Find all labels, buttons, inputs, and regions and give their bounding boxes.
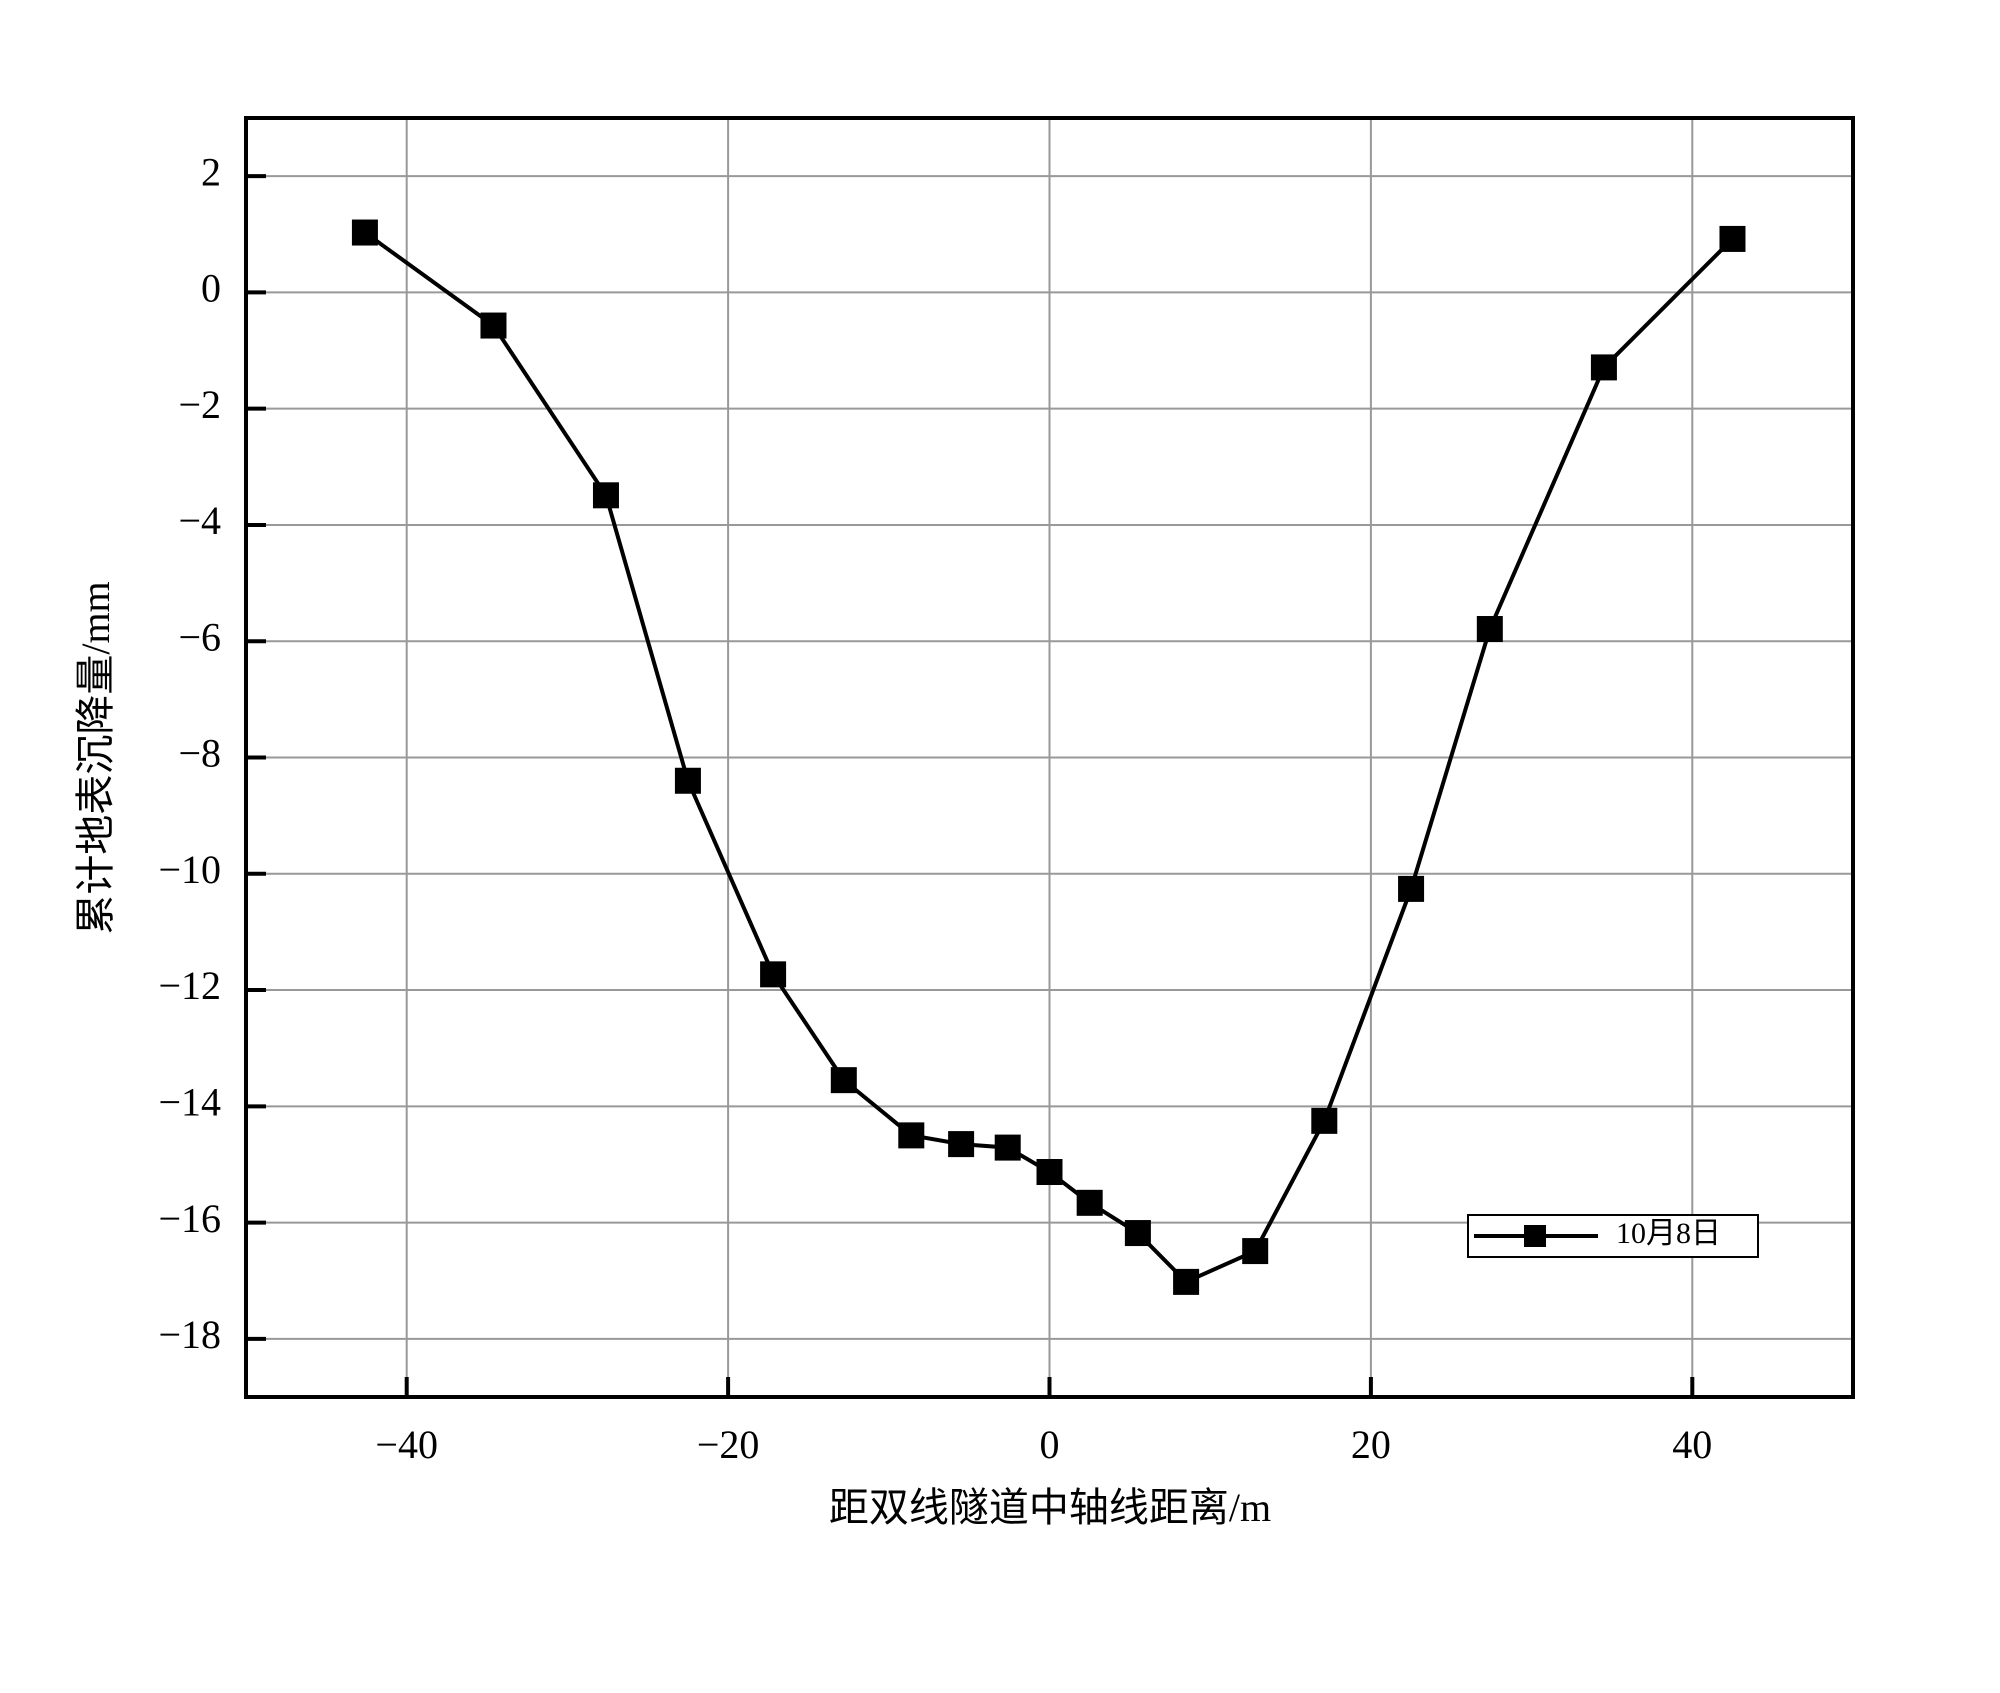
x-tick-label: −20: [697, 1422, 760, 1467]
data-point: [674, 767, 701, 794]
y-tick-label: −16: [158, 1196, 221, 1241]
data-point: [351, 219, 378, 246]
y-tick-label: −8: [178, 731, 221, 776]
x-tick-label: 20: [1351, 1422, 1391, 1467]
x-axis-label: 距双线隧道中轴线距离/m: [829, 1485, 1271, 1530]
data-point: [1242, 1238, 1269, 1265]
data-point: [1476, 616, 1503, 643]
data-point: [760, 961, 787, 988]
y-tick-label: −2: [178, 382, 221, 427]
plot-frame: [244, 116, 1855, 1399]
data-point: [948, 1131, 975, 1158]
data-point: [1719, 225, 1746, 252]
x-tick-label: 40: [1672, 1422, 1712, 1467]
data-point: [1398, 875, 1425, 902]
data-point: [1076, 1189, 1103, 1216]
y-tick-label: 0: [201, 266, 221, 311]
y-axis-label: 累计地表沉降量/mm: [73, 581, 118, 934]
data-point: [1124, 1220, 1151, 1247]
y-tick-label: −18: [158, 1312, 221, 1357]
y-tick-label: −12: [158, 963, 221, 1008]
data-point: [1590, 354, 1617, 381]
legend-marker: [1524, 1225, 1546, 1247]
y-tick-label: −4: [178, 498, 221, 543]
y-tick-label: −14: [158, 1079, 221, 1124]
data-point: [480, 312, 507, 339]
data-point: [1173, 1268, 1200, 1295]
y-tick-label: −6: [178, 614, 221, 659]
data-point: [994, 1134, 1021, 1161]
data-point: [898, 1122, 925, 1149]
x-tick-label: −40: [375, 1422, 438, 1467]
data-point: [592, 482, 619, 509]
y-tick-label: −10: [158, 847, 221, 892]
data-point: [1036, 1159, 1063, 1186]
y-tick-label: 2: [201, 149, 221, 194]
legend-label: 10月8日: [1616, 1217, 1721, 1250]
data-point: [1311, 1107, 1338, 1134]
data-point: [830, 1067, 857, 1094]
x-tick-label: 0: [1040, 1422, 1060, 1467]
